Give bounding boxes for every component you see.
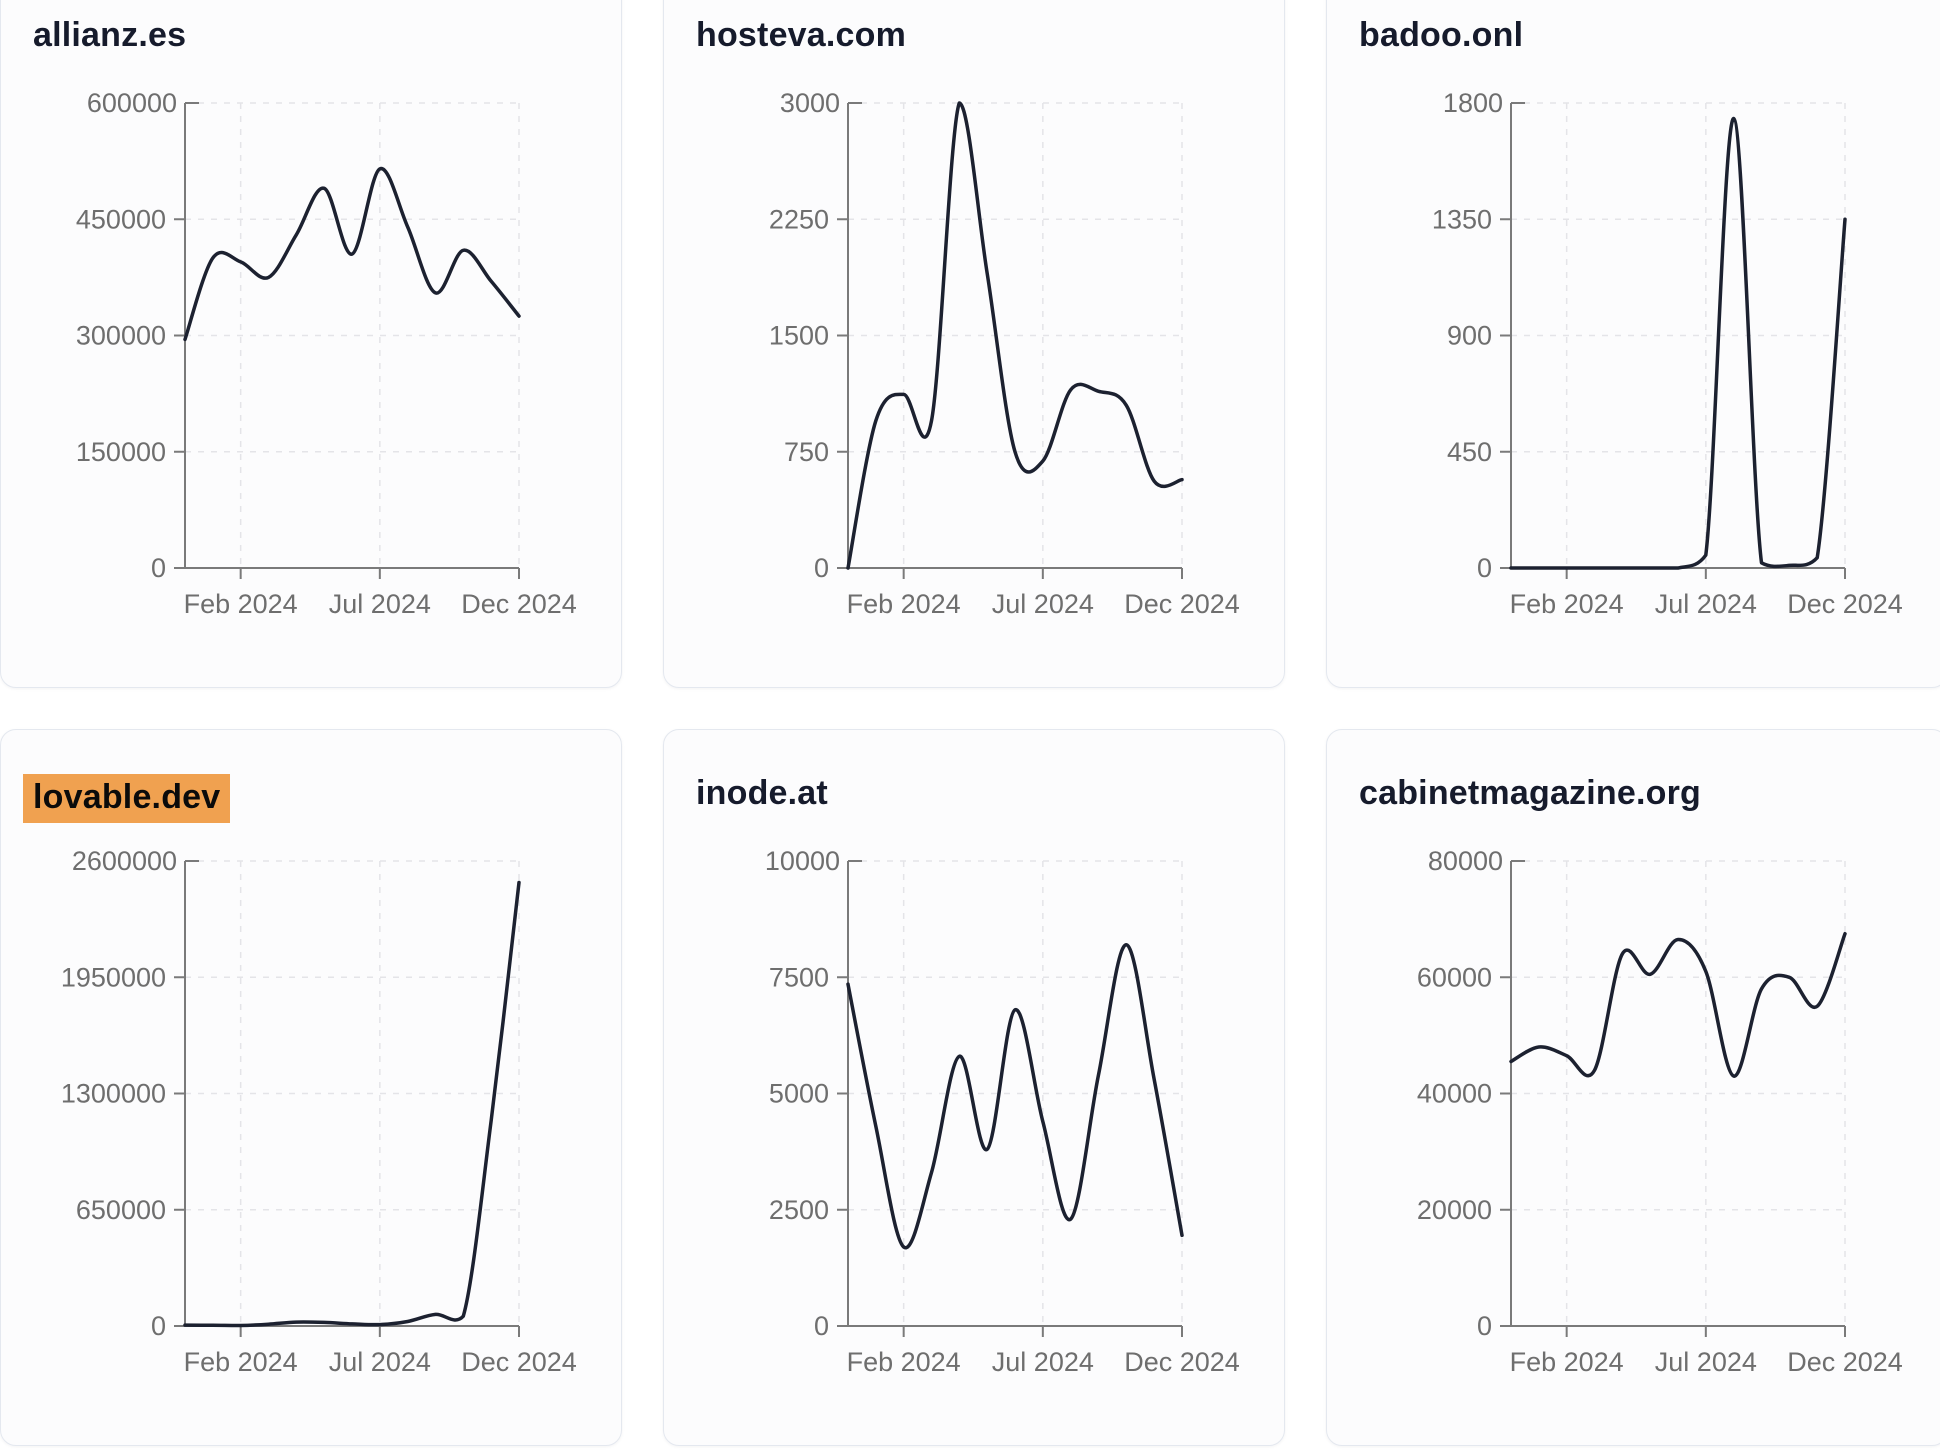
domain-link[interactable]: badoo.onl — [1359, 16, 1524, 54]
y-tick-label: 7500 — [769, 962, 829, 992]
x-tick-label: Feb 2024 — [847, 589, 961, 619]
domain-link[interactable]: hosteva.com — [696, 16, 907, 54]
y-tick-label: 900 — [1447, 321, 1492, 351]
y-tick-label: 300000 — [76, 321, 166, 351]
x-tick-label: Feb 2024 — [184, 589, 298, 619]
y-tick-label: 150000 — [76, 437, 166, 467]
y-tick-label: 2500 — [769, 1195, 829, 1225]
y-tick-label: 40000 — [1417, 1079, 1492, 1109]
x-tick-label: Dec 2024 — [1124, 1347, 1240, 1377]
y-tick-label: 1800 — [1443, 88, 1503, 118]
x-tick-label: Dec 2024 — [1124, 589, 1240, 619]
x-tick-label: Feb 2024 — [184, 1347, 298, 1377]
x-tick-label: Dec 2024 — [1787, 1347, 1903, 1377]
domain-link[interactable]: allianz.es — [33, 16, 187, 54]
x-tick-label: Feb 2024 — [1510, 1347, 1624, 1377]
y-tick-label: 1500 — [769, 321, 829, 351]
y-tick-label: 450000 — [76, 204, 166, 234]
x-tick-label: Feb 2024 — [1510, 589, 1624, 619]
y-tick-label: 750 — [784, 437, 829, 467]
series-line — [846, 101, 1184, 570]
series-line — [183, 880, 521, 1328]
domain-link[interactable]: inode.at — [696, 774, 828, 812]
y-tick-label: 1350 — [1432, 204, 1492, 234]
y-tick-label: 450 — [1447, 437, 1492, 467]
y-tick-label: 1950000 — [61, 962, 166, 992]
y-tick-label: 2600000 — [72, 846, 177, 876]
line-chart: 0 650000 1300000 1950000 2600000 Feb 2024 Jul … — [61, 846, 577, 1377]
y-tick-label: 0 — [1477, 1311, 1492, 1341]
chart-title: hosteva.com — [696, 16, 906, 55]
y-tick-label: 0 — [1477, 553, 1492, 583]
x-tick-label: Dec 2024 — [461, 589, 577, 619]
x-tick-label: Jul 2024 — [1655, 1347, 1757, 1377]
y-tick-label: 0 — [814, 1311, 829, 1341]
x-tick-label: Jul 2024 — [1655, 589, 1757, 619]
x-tick-label: Dec 2024 — [461, 1347, 577, 1377]
x-tick-label: Feb 2024 — [847, 1347, 961, 1377]
series-line — [1509, 931, 1847, 1078]
series-line — [1509, 116, 1847, 570]
line-chart: 0 750 1500 2250 3000 Feb 2024 Jul 2024 Dec 2024 — [769, 88, 1240, 619]
x-tick-label: Jul 2024 — [992, 589, 1094, 619]
line-chart: 0 450 900 1350 1800 Feb 2024 Jul 2024 Dec 2024 — [1432, 88, 1903, 619]
domain-link[interactable]: lovable.dev — [23, 774, 231, 823]
domain-link[interactable]: cabinetmagazine.org — [1359, 774, 1701, 812]
x-tick-label: Jul 2024 — [329, 1347, 431, 1377]
y-tick-label: 2250 — [769, 204, 829, 234]
x-tick-label: Jul 2024 — [992, 1347, 1094, 1377]
chart-card: inode.at 0 2500 5000 7500 10000 Feb 2024 Jul 2… — [663, 729, 1285, 1446]
chart-card: lovable.dev 0 650000 1300000 1950000 2600000… — [0, 729, 622, 1446]
y-tick-label: 20000 — [1417, 1195, 1492, 1225]
y-tick-label: 60000 — [1417, 962, 1492, 992]
y-tick-label: 0 — [814, 553, 829, 583]
line-chart: 0 150000 300000 450000 600000 Feb 2024 Jul 202… — [76, 88, 577, 619]
x-tick-label: Jul 2024 — [329, 589, 431, 619]
y-tick-label: 600000 — [87, 88, 177, 118]
y-tick-label: 3000 — [780, 88, 840, 118]
chart-card: hosteva.com 0 750 1500 2250 3000 Feb 2024 Jul … — [663, 0, 1285, 688]
y-tick-label: 10000 — [765, 846, 840, 876]
series-line — [183, 167, 521, 342]
chart-card: badoo.onl 0 450 900 1350 1800 Feb 2024 Jul 202… — [1326, 0, 1940, 688]
series-line — [846, 942, 1184, 1250]
chart-title: allianz.es — [33, 16, 186, 55]
x-tick-label: Dec 2024 — [1787, 589, 1903, 619]
chart-card: allianz.es 0 150000 300000 450000 600000 Feb … — [0, 0, 622, 688]
line-chart: 0 2500 5000 7500 10000 Feb 2024 Jul 2024 Dec 20… — [765, 846, 1240, 1377]
chart-title: cabinetmagazine.org — [1359, 774, 1701, 813]
y-tick-label: 0 — [151, 1311, 166, 1341]
y-tick-label: 5000 — [769, 1079, 829, 1109]
y-tick-label: 80000 — [1428, 846, 1503, 876]
chart-title: lovable.dev — [23, 774, 231, 823]
chart-card: cabinetmagazine.org 0 20000 40000 60000 8000… — [1326, 729, 1940, 1446]
chart-title: badoo.onl — [1359, 16, 1523, 55]
line-chart: 0 20000 40000 60000 80000 Feb 2024 Jul 2024 Dec… — [1417, 846, 1903, 1377]
chart-title: inode.at — [696, 774, 828, 813]
y-tick-label: 1300000 — [61, 1079, 166, 1109]
y-tick-label: 0 — [151, 553, 166, 583]
y-tick-label: 650000 — [76, 1195, 166, 1225]
